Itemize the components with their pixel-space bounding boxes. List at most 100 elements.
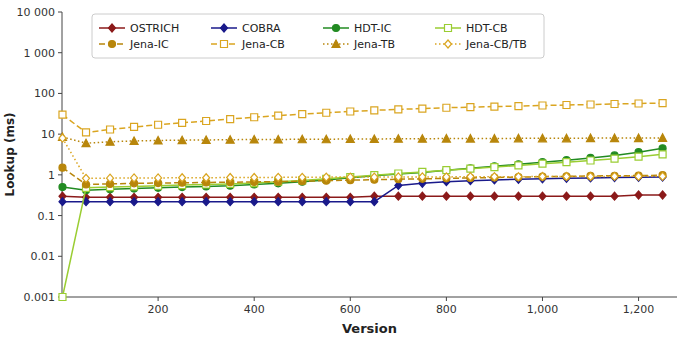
data-point bbox=[371, 107, 378, 114]
data-point bbox=[131, 123, 138, 130]
data-point bbox=[659, 100, 666, 107]
data-point bbox=[275, 112, 282, 119]
data-point bbox=[466, 135, 474, 143]
data-point bbox=[130, 137, 138, 145]
data-point bbox=[419, 173, 426, 181]
legend-marker bbox=[333, 25, 340, 32]
data-point bbox=[563, 192, 570, 200]
data-point bbox=[587, 192, 594, 200]
series bbox=[58, 133, 666, 147]
data-point bbox=[275, 198, 282, 206]
legend-marker bbox=[445, 40, 452, 48]
y-axis-label: Lookup (ms) bbox=[3, 112, 17, 196]
data-point bbox=[514, 134, 522, 142]
data-point bbox=[203, 118, 210, 125]
data-point bbox=[323, 109, 330, 116]
data-point bbox=[515, 192, 522, 200]
data-point bbox=[659, 191, 666, 199]
data-point bbox=[131, 198, 138, 206]
data-point bbox=[562, 134, 570, 142]
data-point bbox=[611, 134, 619, 142]
legend: OSTRICHCOBRAHDT-ICHDT-CBJena-ICJena-CBJe… bbox=[92, 14, 544, 58]
data-point bbox=[587, 157, 594, 164]
series-line bbox=[62, 154, 662, 297]
data-point bbox=[611, 101, 618, 108]
data-point bbox=[611, 172, 618, 180]
data-point bbox=[443, 104, 450, 111]
x-tick-label: 600 bbox=[340, 303, 361, 316]
y-tick bbox=[58, 174, 62, 175]
data-point bbox=[490, 135, 498, 143]
data-point bbox=[467, 192, 474, 200]
data-point bbox=[275, 173, 282, 181]
legend-label: Jena-IC bbox=[129, 38, 169, 51]
legend-label: Jena-CB bbox=[241, 38, 285, 51]
data-point bbox=[659, 173, 666, 181]
x-tick bbox=[158, 297, 159, 301]
data-point bbox=[419, 105, 426, 112]
data-point bbox=[155, 121, 162, 128]
series bbox=[59, 164, 666, 188]
data-point bbox=[563, 159, 570, 166]
data-point bbox=[179, 198, 186, 206]
data-point bbox=[227, 116, 234, 123]
data-point bbox=[467, 165, 474, 172]
data-point bbox=[179, 174, 186, 182]
data-point bbox=[659, 134, 667, 142]
data-point bbox=[131, 174, 138, 182]
data-point bbox=[107, 198, 114, 206]
legend-marker bbox=[332, 40, 340, 48]
data-point bbox=[418, 135, 426, 143]
y-tick bbox=[58, 215, 62, 216]
legend-marker bbox=[221, 24, 228, 32]
data-point bbox=[59, 164, 66, 171]
data-point bbox=[178, 136, 186, 144]
data-point bbox=[155, 174, 162, 182]
data-point bbox=[491, 103, 498, 110]
data-point bbox=[83, 129, 90, 136]
y-tick-label: 1 bbox=[48, 169, 55, 182]
plot-area bbox=[58, 100, 666, 301]
data-point bbox=[155, 198, 162, 206]
data-point bbox=[611, 192, 618, 200]
x-tick-label: 1,000 bbox=[527, 303, 559, 316]
data-point bbox=[659, 172, 666, 180]
y-tick-label: 10 000 bbox=[17, 6, 56, 19]
data-point bbox=[635, 173, 642, 181]
data-point bbox=[347, 198, 354, 206]
data-point bbox=[299, 111, 306, 118]
data-point bbox=[395, 173, 402, 181]
legend-marker bbox=[445, 25, 452, 32]
data-point bbox=[539, 173, 546, 180]
y-tick-label: 0.01 bbox=[31, 250, 56, 263]
data-point bbox=[611, 155, 618, 162]
series-line bbox=[62, 137, 662, 143]
data-point bbox=[395, 106, 402, 113]
data-point bbox=[107, 126, 114, 133]
legend-marker bbox=[109, 41, 116, 48]
x-tick bbox=[542, 297, 543, 301]
data-point bbox=[539, 173, 546, 181]
data-point bbox=[539, 160, 546, 167]
data-point bbox=[515, 174, 522, 181]
x-tick-label: 400 bbox=[244, 303, 265, 316]
y-tick-label: 1 000 bbox=[24, 47, 56, 60]
data-point bbox=[635, 172, 642, 180]
data-point bbox=[563, 173, 570, 180]
data-point bbox=[635, 134, 643, 142]
axes: 2004006008001,0001,2000.0010.010.1110100… bbox=[17, 6, 678, 316]
y-tick-label: 0.1 bbox=[38, 210, 56, 223]
y-tick bbox=[58, 12, 62, 13]
series-line bbox=[62, 148, 662, 190]
x-tick bbox=[638, 297, 639, 301]
data-point bbox=[635, 153, 642, 160]
data-point bbox=[202, 136, 210, 144]
data-point bbox=[250, 135, 258, 143]
series-line bbox=[62, 138, 662, 178]
data-point bbox=[59, 184, 66, 191]
legend-label: HDT-CB bbox=[466, 22, 508, 35]
data-point bbox=[299, 198, 306, 206]
data-point bbox=[323, 198, 330, 206]
data-point bbox=[467, 165, 474, 172]
legend-label: COBRA bbox=[242, 22, 281, 35]
